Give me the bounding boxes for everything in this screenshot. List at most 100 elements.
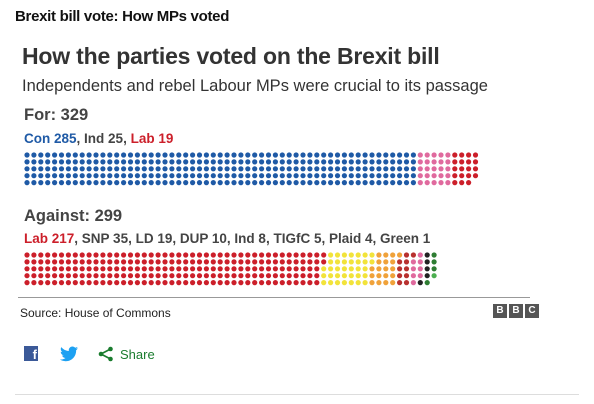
vote-dot-lab	[245, 252, 251, 258]
vote-dot-con	[162, 173, 168, 179]
vote-dot-con	[397, 152, 403, 158]
vote-dot-ind	[417, 166, 423, 172]
vote-dot-snp	[348, 273, 354, 279]
vote-dot-lab	[52, 273, 58, 279]
vote-dot-con	[45, 180, 51, 186]
vote-dot-con	[390, 166, 396, 172]
vote-dot-snp	[328, 266, 334, 272]
vote-dot-con	[210, 173, 216, 179]
vote-dot-con	[196, 166, 203, 172]
vote-dot-lab	[190, 252, 196, 258]
vote-dot-lab	[300, 280, 306, 286]
vote-dot-lab	[121, 273, 127, 279]
vote-dot-lab	[86, 259, 92, 265]
vote-dot-con	[245, 152, 251, 158]
vote-dot-lab	[203, 280, 209, 286]
vote-dot-lab	[265, 259, 272, 265]
vote-dot-lab	[141, 252, 147, 258]
vote-dot-con	[162, 152, 168, 158]
vote-dot-ld	[376, 273, 382, 279]
vote-dot-lab	[141, 266, 147, 272]
vote-dot-lab	[58, 259, 65, 265]
vote-dot-con	[307, 173, 313, 179]
vote-dot-con	[217, 166, 223, 172]
vote-dot-lab	[183, 280, 189, 286]
vote-dot-lab	[272, 252, 278, 258]
vote-dot-lab	[141, 259, 147, 265]
vote-dot-ind	[424, 180, 430, 186]
vote-dot-ind	[438, 152, 444, 158]
vote-dot-ind	[417, 252, 423, 258]
vote-dot-con	[217, 152, 223, 158]
vote-dot-con	[93, 173, 99, 179]
vote-dot-lab	[245, 280, 251, 286]
vote-dot-lab	[314, 273, 320, 279]
vote-dot-con	[127, 180, 134, 186]
vote-dot-lab	[24, 259, 30, 265]
vote-dot-con	[79, 152, 85, 158]
vote-dot-con	[369, 180, 375, 186]
vote-dot-lab	[24, 273, 30, 279]
vote-dot-lab	[252, 259, 258, 265]
vote-dot-con	[376, 173, 382, 179]
vote-dot-lab	[203, 266, 209, 272]
vote-dot-con	[224, 180, 230, 186]
logo-letter: B	[493, 304, 507, 318]
vote-dot-ind	[417, 266, 423, 272]
vote-dot-con	[190, 173, 196, 179]
vote-dot-con	[307, 159, 313, 165]
vote-dot-con	[252, 159, 258, 165]
vote-dot-lab	[217, 266, 223, 272]
vote-dot-con	[259, 180, 265, 186]
vote-dot-lab	[217, 252, 223, 258]
share-button[interactable]: Share	[98, 346, 155, 362]
vote-dot-con	[362, 166, 368, 172]
vote-dot-con	[162, 180, 168, 186]
vote-dot-con	[127, 166, 134, 172]
vote-dot-con	[238, 152, 244, 158]
vote-dot-lab	[31, 252, 37, 258]
facebook-icon[interactable]: f	[24, 346, 38, 362]
vote-dot-con	[31, 180, 37, 186]
vote-dot-lab	[162, 252, 168, 258]
vote-dot-con	[183, 173, 189, 179]
vote-dot-con	[328, 159, 334, 165]
vote-dot-con	[355, 173, 361, 179]
vote-dot-lab	[203, 273, 209, 279]
vote-dot-con	[127, 159, 134, 165]
vote-dot-lab	[169, 259, 175, 265]
vote-dot-con	[148, 173, 154, 179]
vote-dot-lab	[300, 259, 306, 265]
vote-dot-lab	[190, 280, 196, 286]
vote-dot-lab	[65, 252, 71, 258]
vote-dot-snp	[348, 280, 354, 286]
vote-dot-con	[328, 166, 334, 172]
vote-dot-con	[348, 166, 354, 172]
vote-dot-con	[107, 173, 113, 179]
breakdown-item: SNP 35	[81, 231, 129, 246]
vote-dot-plaid	[431, 252, 437, 258]
vote-dot-con	[265, 152, 272, 158]
vote-dot-lab	[148, 259, 154, 265]
vote-dot-con	[100, 159, 106, 165]
vote-dot-con	[279, 152, 285, 158]
vote-dot-con	[93, 180, 99, 186]
twitter-icon[interactable]	[60, 346, 78, 362]
vote-dot-con	[155, 173, 161, 179]
vote-dot-con	[217, 173, 223, 179]
vote-dot-con	[58, 166, 65, 172]
against-heading: Against: 299	[24, 207, 123, 225]
vote-dot-snp	[334, 252, 341, 258]
breakdown-item: Ind 8	[234, 231, 266, 246]
vote-dot-lab	[183, 266, 189, 272]
vote-dot-con	[79, 166, 85, 172]
vote-dot-lab	[238, 280, 244, 286]
vote-dot-con	[79, 180, 85, 186]
vote-dot-con	[190, 159, 196, 165]
vote-dot-con	[45, 173, 51, 179]
vote-dot-con	[403, 180, 410, 186]
vote-dot-lab	[58, 252, 65, 258]
vote-dot-con	[259, 166, 265, 172]
vote-dot-ind	[431, 159, 437, 165]
vote-dot-lab	[155, 273, 161, 279]
